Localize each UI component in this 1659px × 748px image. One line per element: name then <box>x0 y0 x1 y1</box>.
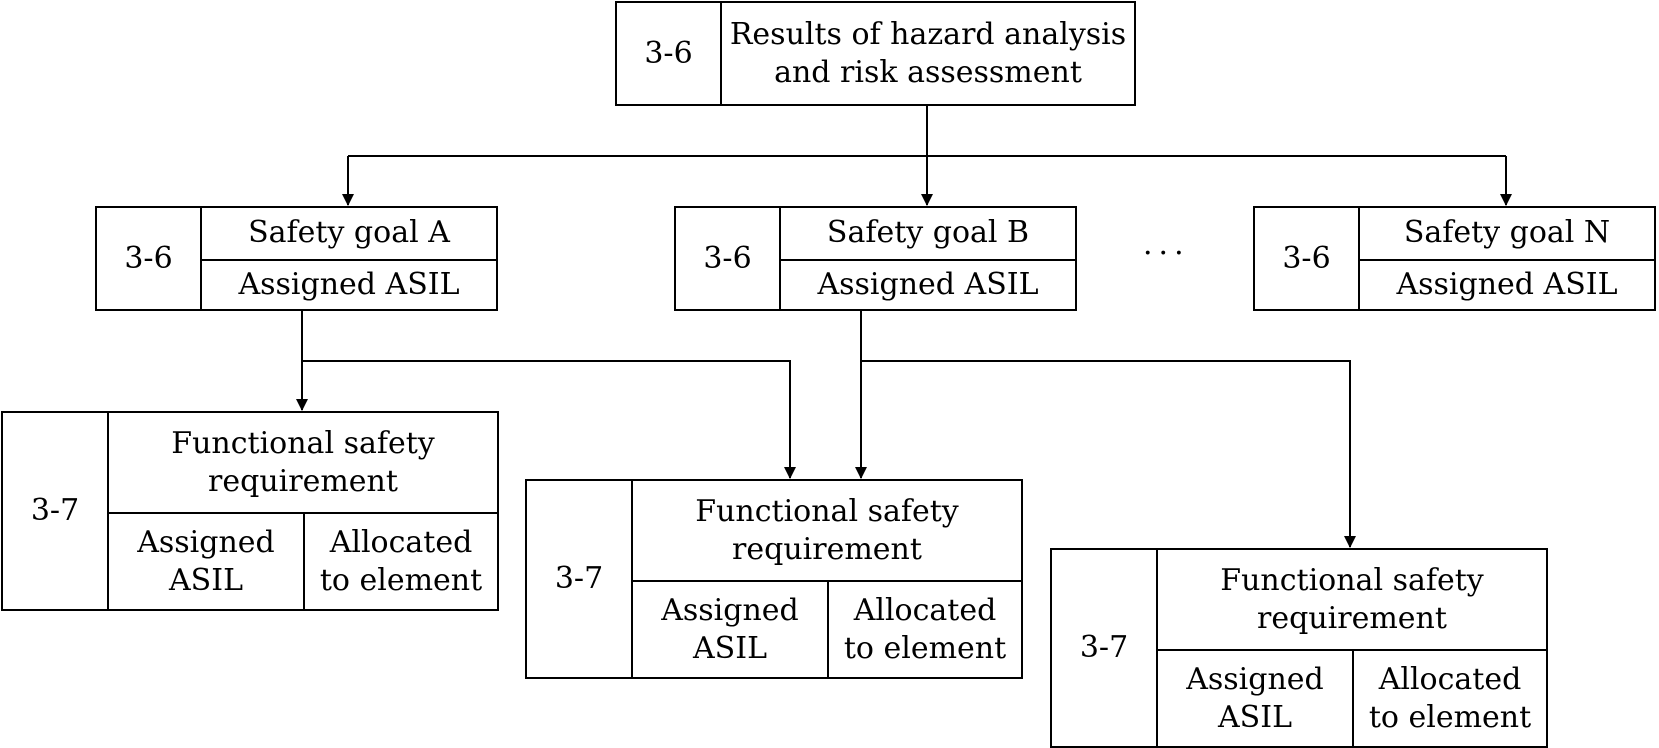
safety-goal-ref: 3-6 <box>124 240 173 276</box>
safety-goal-box-n: 3-6 Safety goal N Assigned ASIL <box>1253 206 1656 311</box>
fsr-asil: Assigned ASIL <box>1156 649 1352 746</box>
fsr-title: Functional safety requirement <box>107 413 497 512</box>
functional-safety-requirement-box-3: 3-7 Functional safety requirement Assign… <box>1050 548 1548 748</box>
fsr-ref: 3-7 <box>554 561 604 596</box>
hazard-analysis-title: Results of hazard analysis and risk asse… <box>720 3 1134 104</box>
fsr-asil: Assigned ASIL <box>631 580 827 677</box>
fsr-asil-line-2: ASIL <box>1218 699 1292 735</box>
safety-goal-box-b: 3-6 Safety goal B Assigned ASIL <box>674 206 1077 311</box>
arrow-goal-a-to-fsr-2 <box>302 360 796 479</box>
hazard-analysis-title-line-2: and risk assessment <box>774 54 1082 90</box>
safety-goal-ref: 3-6 <box>703 240 752 276</box>
fsr-element-line-1: Allocated <box>329 524 473 560</box>
fsr-element-line-1: Allocated <box>853 592 997 628</box>
fsr-asil-line-1: Assigned <box>137 524 275 560</box>
safety-goal-label: Safety goal A <box>200 208 496 259</box>
fsr-ref: 3-7 <box>1079 630 1129 665</box>
safety-goal-asil: Assigned ASIL <box>779 258 1075 309</box>
safety-goal-asil: Assigned ASIL <box>200 258 496 309</box>
fsr-ref: 3-7 <box>30 493 80 528</box>
fsr-title-line-2: requirement <box>208 463 398 499</box>
fsr-title-line-1: Functional safety <box>171 425 435 461</box>
functional-safety-requirement-box-2: 3-7 Functional safety requirement Assign… <box>525 479 1023 679</box>
fsr-element-line-1: Allocated <box>1378 661 1522 697</box>
arrow-goal-b-to-fsr-3 <box>861 360 1356 548</box>
fsr-title-line-1: Functional safety <box>695 493 959 529</box>
fsr-element: Allocated to element <box>1352 649 1546 746</box>
hazard-analysis-title-line-1: Results of hazard analysis <box>729 16 1127 52</box>
fsr-asil-line-1: Assigned <box>1186 661 1324 697</box>
functional-safety-requirement-box-1: 3-7 Functional safety requirement Assign… <box>1 411 499 611</box>
ellipsis: ··· <box>1143 236 1190 271</box>
fsr-element-line-2: to element <box>1368 699 1532 735</box>
hazard-analysis-ref: 3-6 <box>644 35 693 71</box>
safety-goal-label: Safety goal N <box>1358 208 1654 259</box>
fsr-asil: Assigned ASIL <box>107 512 303 609</box>
safety-goal-ref: 3-6 <box>1282 240 1331 276</box>
fsr-element-line-2: to element <box>319 562 483 598</box>
safety-goal-label: Safety goal B <box>779 208 1075 259</box>
safety-goal-box-a: 3-6 Safety goal A Assigned ASIL <box>95 206 498 311</box>
safety-goal-asil: Assigned ASIL <box>1358 258 1654 309</box>
fsr-title-line-2: requirement <box>1257 600 1447 636</box>
fsr-title: Functional safety requirement <box>631 481 1021 580</box>
fsr-asil-line-1: Assigned <box>661 592 799 628</box>
fsr-title-line-2: requirement <box>732 531 922 567</box>
fsr-asil-line-2: ASIL <box>169 562 243 598</box>
fsr-title-line-1: Functional safety <box>1220 562 1484 598</box>
hazard-analysis-box: 3-6 Results of hazard analysis and risk … <box>615 1 1136 106</box>
fsr-asil-line-2: ASIL <box>693 630 767 666</box>
fsr-element-line-2: to element <box>843 630 1007 666</box>
fsr-title: Functional safety requirement <box>1156 550 1546 649</box>
fsr-element: Allocated to element <box>827 580 1021 677</box>
fsr-element: Allocated to element <box>303 512 497 609</box>
